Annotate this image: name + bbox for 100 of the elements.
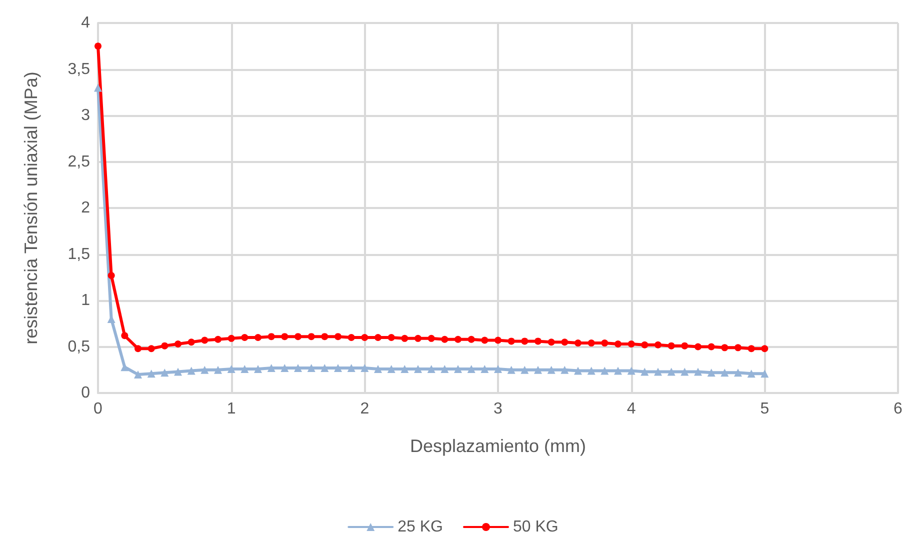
point	[280, 364, 289, 372]
point	[761, 345, 768, 352]
y-tick-label: 2	[81, 200, 90, 216]
x-tick-label: 4	[626, 400, 636, 418]
point	[667, 368, 676, 376]
point	[134, 345, 142, 352]
point	[281, 333, 288, 340]
x-tick-label: 2	[360, 400, 370, 418]
point	[521, 338, 528, 345]
point	[334, 333, 342, 340]
point	[600, 366, 609, 375]
point	[361, 334, 368, 341]
point	[200, 366, 209, 374]
point	[588, 340, 595, 347]
point	[721, 344, 728, 352]
point	[654, 341, 662, 348]
point	[400, 364, 409, 373]
point	[707, 368, 716, 377]
y-tick-label: 0	[81, 384, 90, 402]
x-tick-label: 1	[226, 400, 236, 418]
point	[254, 364, 262, 373]
point	[574, 366, 582, 375]
point	[734, 344, 742, 352]
point	[228, 334, 235, 342]
x-tick-label: 5	[760, 400, 770, 418]
point	[760, 370, 769, 378]
point	[414, 364, 422, 373]
point	[480, 364, 489, 373]
point	[747, 370, 756, 378]
y-tick-label: 4	[81, 14, 90, 32]
point	[321, 333, 328, 340]
y-tick-label: 3	[81, 107, 90, 124]
point	[388, 334, 395, 341]
point	[120, 363, 129, 372]
point	[401, 334, 408, 342]
point	[628, 340, 635, 348]
point	[508, 338, 515, 345]
point	[507, 366, 516, 374]
point	[694, 368, 702, 376]
point	[254, 334, 262, 341]
point	[614, 366, 622, 375]
point	[160, 368, 169, 377]
point	[641, 341, 648, 348]
point	[174, 368, 182, 376]
point	[308, 333, 315, 340]
y-tick-label: 1	[81, 292, 90, 309]
point	[227, 364, 236, 373]
point	[348, 334, 355, 341]
point	[201, 336, 208, 344]
point	[561, 338, 568, 346]
legend-label: 25 KG	[398, 518, 443, 536]
point	[681, 342, 688, 350]
point	[294, 333, 302, 340]
point	[94, 84, 102, 92]
point	[574, 340, 582, 347]
point	[680, 368, 689, 376]
point	[360, 364, 369, 372]
point	[547, 366, 556, 374]
point	[560, 366, 569, 374]
legend-label: 50 KG	[513, 518, 558, 536]
point	[108, 272, 115, 280]
x-tick-label: 3	[494, 400, 503, 418]
y-tick-label: 0,5	[68, 338, 90, 356]
point	[668, 342, 675, 350]
point	[334, 364, 342, 372]
point	[428, 334, 435, 342]
point	[174, 340, 182, 348]
point	[654, 368, 662, 376]
point	[454, 336, 462, 343]
point	[268, 333, 275, 340]
point	[708, 343, 715, 350]
point	[414, 334, 422, 342]
point	[534, 338, 542, 345]
point	[440, 364, 449, 373]
point	[214, 366, 222, 374]
point	[614, 340, 622, 348]
point	[720, 368, 729, 377]
point	[694, 343, 702, 350]
point	[187, 366, 196, 375]
point	[587, 366, 596, 375]
point	[134, 370, 142, 378]
point	[320, 364, 329, 372]
point	[374, 334, 382, 341]
x-tick-label: 0	[94, 400, 103, 418]
point	[601, 340, 608, 347]
point	[374, 364, 382, 373]
point	[347, 364, 356, 372]
point	[267, 364, 276, 372]
point	[494, 364, 502, 373]
point	[748, 345, 755, 352]
point	[467, 364, 476, 373]
point	[468, 336, 475, 343]
x-axis-title: Desplazamiento (mm)	[410, 436, 586, 456]
y-axis-title: resistencia Tensión uniaxial (MPa)	[21, 72, 41, 344]
point	[441, 336, 448, 343]
point	[534, 366, 542, 374]
y-tick-label: 2,5	[68, 153, 90, 170]
point	[241, 334, 248, 341]
point	[294, 364, 302, 372]
point	[640, 368, 649, 376]
